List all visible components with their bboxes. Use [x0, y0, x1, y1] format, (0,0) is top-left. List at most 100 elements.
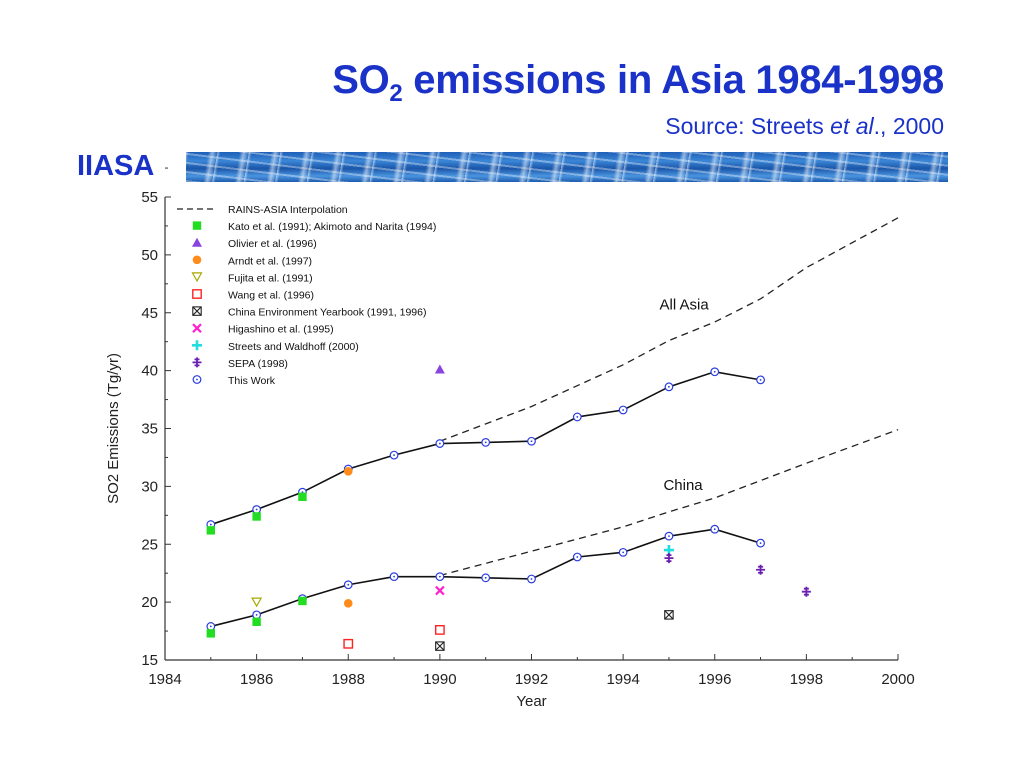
x-tick-label: 1998	[790, 671, 823, 688]
x-tick-label: 2000	[881, 671, 914, 688]
legend-marker	[191, 272, 203, 283]
data-point-marker	[343, 638, 354, 649]
data-point-marker	[435, 585, 445, 596]
x-tick-label: 1994	[606, 671, 639, 688]
this-work-point-center	[347, 583, 350, 586]
legend-marker	[192, 357, 202, 368]
this-work-point-center	[255, 508, 258, 511]
rains-asia-interpolation-line	[439, 217, 899, 442]
legend-marker	[192, 375, 202, 384]
this-work-point-center	[438, 575, 441, 578]
slide-source: Source: Streets et al., 2000	[665, 113, 944, 140]
legend-entry: Fujita et al. (1991)	[228, 272, 313, 284]
this-work-point-center	[668, 385, 670, 388]
marker-shape	[192, 255, 202, 265]
y-tick-label: 30	[141, 478, 158, 495]
marker-shape	[192, 323, 202, 333]
this-work-point-center	[576, 556, 579, 558]
legend-entry: Arndt et al. (1997)	[228, 255, 312, 267]
data-point-marker	[252, 617, 261, 627]
this-work-point-center	[484, 441, 487, 444]
this-work-point-center	[484, 576, 487, 579]
this-work-point-center	[713, 528, 716, 531]
marker-shape	[343, 638, 354, 649]
data-point-marker	[434, 625, 445, 635]
marker-shape	[664, 553, 674, 564]
this-work-point-center	[438, 442, 441, 445]
legend-entry: Wang et al. (1996)	[228, 290, 314, 302]
marker-shape	[435, 641, 445, 651]
this-work-line	[210, 370, 761, 526]
legend-entry: Olivier et al. (1996)	[228, 238, 317, 250]
data-point-marker	[435, 641, 445, 651]
x-tick-label: 1988	[332, 671, 365, 688]
this-work-point-center	[530, 578, 533, 580]
data-point-marker	[801, 586, 811, 597]
marker-shape	[192, 306, 202, 316]
marker-shape	[252, 512, 261, 521]
y-axis-label: SO2 Emissions (Tg/yr)	[105, 353, 122, 504]
y-tick-label: 15	[141, 652, 158, 669]
marker-shape	[664, 610, 674, 620]
this-work-point-center	[576, 416, 579, 418]
y-tick-label: 25	[141, 536, 158, 553]
legend-entry: Higashino et al. (1995)	[228, 324, 334, 336]
title-rest: emissions in Asia 1984-1998	[402, 58, 944, 102]
marker-shape	[435, 641, 445, 651]
y-tick-label: 50	[141, 247, 158, 264]
x-tick-label: 1986	[240, 671, 273, 688]
legend-marker	[192, 255, 202, 265]
legend-entry: This Work	[228, 375, 276, 387]
marker-shape	[252, 617, 261, 627]
data-point-marker	[206, 629, 216, 638]
data-point-marker	[298, 492, 307, 501]
marker-shape	[434, 364, 445, 374]
legend-marker	[192, 221, 202, 230]
this-work-point-center	[255, 613, 258, 616]
x-tick-label: 1984	[148, 671, 181, 688]
data-point-marker	[434, 364, 445, 374]
annotation-china: China	[663, 477, 703, 494]
this-work-point-center	[393, 454, 395, 457]
legend-marker	[192, 306, 202, 316]
source-suffix: ., 2000	[873, 113, 944, 139]
x-tick-label: 1990	[423, 671, 456, 688]
marker-shape	[192, 357, 202, 368]
marker-shape	[251, 597, 263, 608]
this-work-point-center	[209, 523, 212, 526]
legend-entry: SEPA (1998)	[228, 358, 288, 370]
this-work-point-center	[713, 370, 716, 373]
marker-shape	[801, 586, 811, 597]
title-main: SO	[332, 58, 390, 102]
marker-shape	[298, 492, 307, 501]
x-tick-label: 1992	[515, 671, 548, 688]
rains-asia-interpolation-line	[439, 429, 899, 577]
data-point-marker	[756, 564, 766, 575]
this-work-point-center	[622, 551, 625, 554]
data-point-marker	[664, 553, 674, 564]
marker-shape	[343, 598, 353, 608]
x-tick-label: 1996	[698, 671, 731, 688]
marker-shape	[192, 340, 202, 351]
marker-shape	[435, 585, 445, 596]
marker-shape	[196, 378, 198, 381]
source-prefix: Source: Streets	[665, 113, 831, 139]
x-axis-label: Year	[516, 693, 546, 710]
legend-entry: Kato et al. (1991); Akimoto and Narita (…	[228, 221, 436, 233]
marker-shape	[434, 625, 445, 635]
data-point-marker	[251, 597, 263, 608]
legend-entry: RAINS-ASIA Interpolation	[228, 204, 348, 216]
data-point-marker	[206, 526, 216, 535]
water-banner-image	[186, 152, 948, 182]
marker-shape	[192, 289, 202, 299]
data-point-marker	[664, 610, 674, 620]
this-work-point-center	[622, 409, 625, 411]
this-work-point-center	[759, 542, 762, 544]
legend-marker	[192, 237, 202, 247]
data-point-marker	[252, 512, 261, 521]
y-tick-label: 20	[141, 594, 158, 611]
legend-marker	[192, 323, 202, 333]
slide-title: SO2 emissions in Asia 1984-1998	[332, 58, 944, 107]
this-work-point-center	[759, 378, 762, 381]
data-point-marker	[343, 598, 353, 608]
